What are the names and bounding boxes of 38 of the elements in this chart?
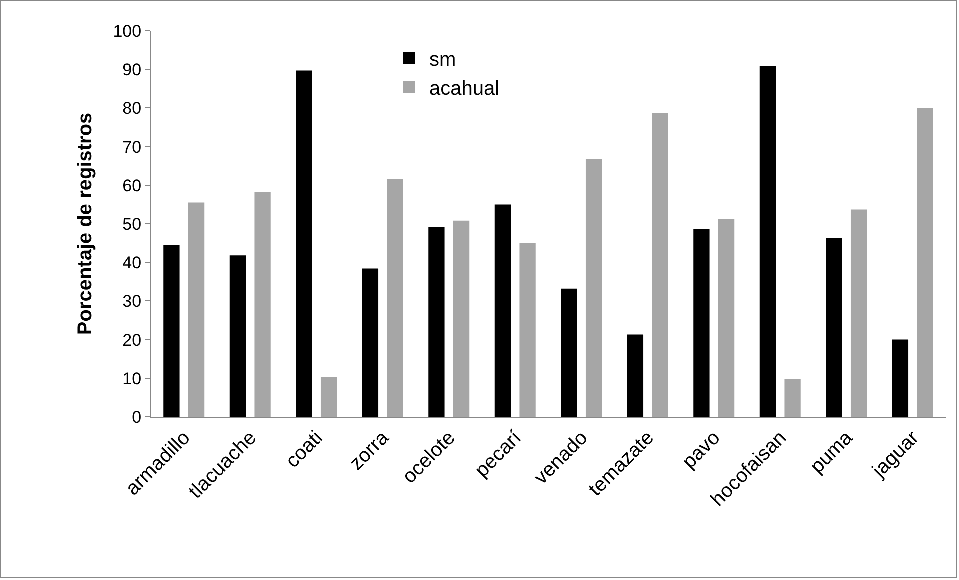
bar [694, 229, 710, 417]
bar [718, 218, 735, 417]
y-tick-label: 100 [113, 22, 142, 41]
y-tick-label: 60 [122, 176, 142, 196]
legend-label: sm [430, 49, 456, 72]
y-tick-label: 40 [122, 254, 142, 273]
y-tick-label: 10 [122, 369, 142, 388]
y-tick-label: 90 [122, 60, 142, 80]
y-tick-label: 70 [122, 138, 142, 157]
bar [320, 377, 338, 417]
bar [296, 70, 312, 417]
bar [230, 256, 246, 417]
bar [520, 243, 536, 417]
bar [850, 210, 868, 417]
y-axis-title: Porcentaje de registros [74, 112, 97, 336]
y-tick-label: 50 [122, 214, 142, 234]
legend-label: acahual [430, 78, 500, 100]
bar [188, 202, 205, 417]
y-tick-label: 30 [122, 292, 142, 312]
y-tick-label: 80 [122, 99, 142, 118]
bar [428, 227, 445, 417]
bar [164, 245, 180, 417]
bar [561, 288, 578, 417]
bar [826, 238, 842, 417]
bar [453, 220, 470, 417]
bar [586, 159, 602, 417]
bar [362, 268, 379, 417]
bar [387, 179, 404, 417]
bar [892, 340, 909, 417]
bar [760, 66, 776, 417]
y-tick-label: 20 [122, 330, 142, 350]
bar [652, 113, 668, 417]
bar [784, 380, 801, 417]
bar [494, 204, 512, 417]
y-tick-label: 0 [132, 408, 142, 427]
bar [627, 334, 644, 417]
bar [917, 108, 934, 417]
bar [254, 192, 271, 417]
